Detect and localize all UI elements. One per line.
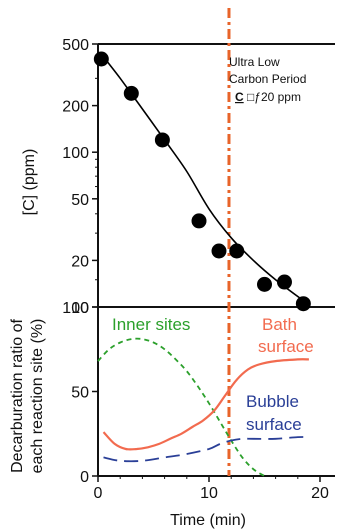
x-tick-label: 20 [311,485,329,502]
top-plot-axes: 500 200 100 50 20 10 [62,37,335,317]
annotation-symbol: □ƒ [244,90,261,104]
top-y-tick-label: 500 [62,37,89,54]
annotation-value: 20 ppm [261,90,301,104]
x-axis-label: Time (min) [170,512,246,529]
carbon-data-point [93,51,109,67]
bottom-y-axis-label-line-1: Decarburation ratio of [9,319,26,473]
legend-inner-sites: Inner sites [112,315,190,334]
x-tick-label: 10 [200,485,218,502]
top-y-tick-label: 10 [71,300,89,317]
bath-surface-curve [102,358,309,451]
top-y-tick-label: 50 [71,192,89,209]
annotation-c-underlined: C [235,90,244,104]
carbon-data-point [191,213,207,229]
carbon-data-point [229,243,245,259]
bottom-plot-axes: 100 50 00 10 20 [62,300,335,502]
top-y-tick-label: 100 [62,145,89,162]
annotation-line-2: Carbon Period [229,72,306,86]
carbon-data-point [295,296,311,312]
bottom-y-tick-label: 100 [62,300,89,317]
top-y-tick-label: 20 [71,253,89,270]
legend-bubble-surface-line-1: Bubble [246,392,299,411]
carbon-data-point [257,276,272,292]
annotation-line-1: Ultra Low [229,55,280,69]
legend-bubble-surface-line-2: surface [246,415,302,434]
inner-sites-curve [97,337,265,477]
carbon-data-point [154,132,170,148]
carbon-data-point [276,274,292,290]
bottom-y-axis-label-line-2: each reaction site (%) [29,319,46,474]
annotation-line-3: C □ƒ20 ppm [235,90,301,104]
bottom-y-tick-label: 50 [71,385,89,402]
legend-bath-surface-line-2: surface [258,337,314,356]
top-y-tick-label: 200 [62,99,89,116]
bubble-surface-curve [103,436,309,463]
legend-bath-surface-line-1: Bath [262,315,297,334]
x-tick-label: 0 [94,485,103,502]
carbon-data-point [211,243,227,259]
carbon-data-point [123,85,139,101]
bottom-y-tick-label: 0 [80,469,89,486]
top-y-axis-label: [C] (ppm) [21,149,38,216]
